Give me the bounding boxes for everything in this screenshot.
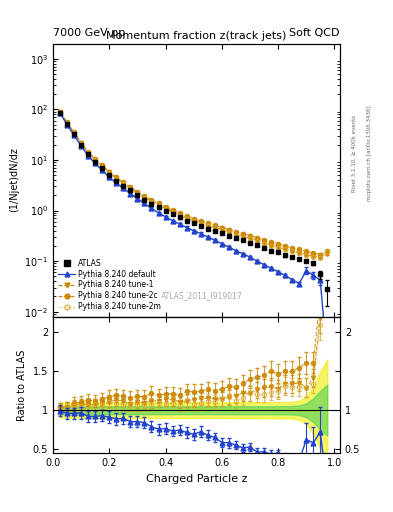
Legend: ATLAS, Pythia 8.240 default, Pythia 8.240 tune-1, Pythia 8.240 tune-2c, Pythia 8: ATLAS, Pythia 8.240 default, Pythia 8.24… xyxy=(57,257,163,313)
Text: Soft QCD: Soft QCD xyxy=(290,28,340,38)
X-axis label: Charged Particle z: Charged Particle z xyxy=(146,474,247,483)
Title: Momentum fraction z(track jets): Momentum fraction z(track jets) xyxy=(107,31,286,41)
Y-axis label: Ratio to ATLAS: Ratio to ATLAS xyxy=(17,349,27,420)
Text: 7000 GeV pp: 7000 GeV pp xyxy=(53,28,125,38)
Text: mcplots.cern.ch [arXiv:1306.3436]: mcplots.cern.ch [arXiv:1306.3436] xyxy=(367,106,373,201)
Text: Rivet 3.1.10, ≥ 400k events: Rivet 3.1.10, ≥ 400k events xyxy=(352,115,357,192)
Y-axis label: (1/Njet)dN/dz: (1/Njet)dN/dz xyxy=(9,147,19,212)
Text: ATLAS_2011_I919017: ATLAS_2011_I919017 xyxy=(162,291,243,300)
